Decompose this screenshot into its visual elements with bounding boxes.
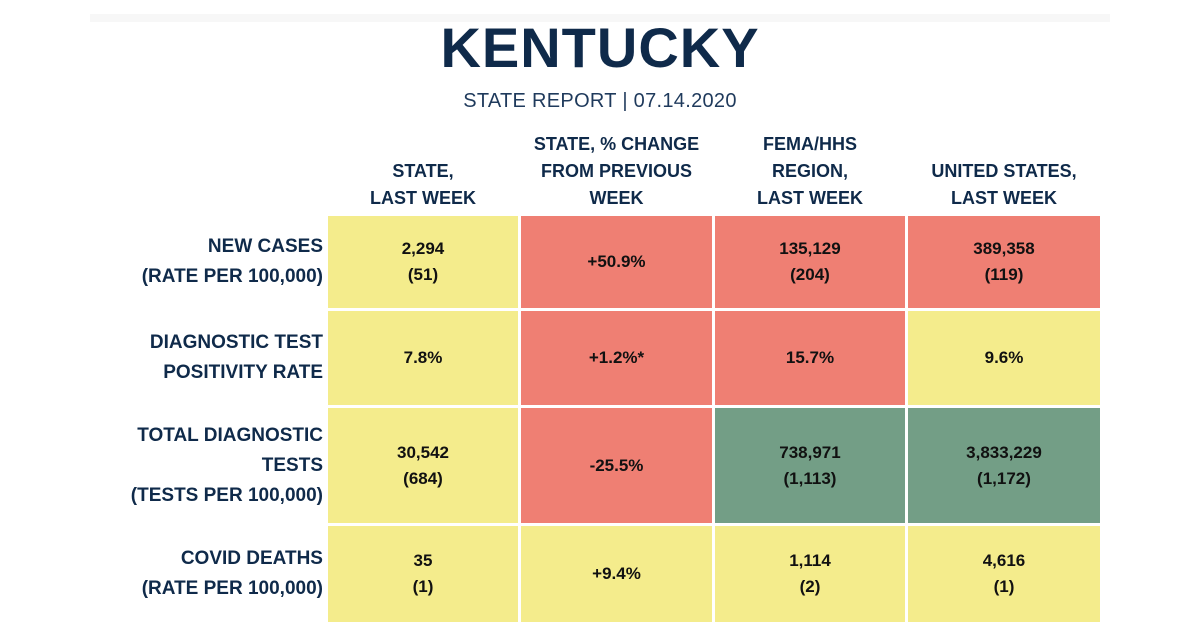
- cell-total-tests-us: 3,833,229 (1,172): [908, 408, 1100, 523]
- cell-total-tests-region: 738,971 (1,113): [715, 408, 905, 523]
- report-subtitle: STATE REPORT | 07.14.2020: [463, 90, 737, 112]
- cell-total-tests-change: -25.5%: [521, 408, 712, 523]
- header-strip: [90, 14, 1110, 22]
- cell-deaths-state: 35 (1): [328, 526, 518, 622]
- row-label-covid-deaths: COVID DEATHS (RATE PER 100,000): [141, 548, 323, 599]
- cell-positivity-state: 7.8%: [328, 311, 518, 405]
- cell-deaths-region: 1,114 (2): [715, 526, 905, 622]
- column-header-fema-region: FEMA/HHS REGION, LAST WEEK: [757, 134, 863, 208]
- column-header-united-states: UNITED STATES, LAST WEEK: [931, 161, 1077, 208]
- cell-positivity-change: +1.2%*: [521, 311, 712, 405]
- cell-deaths-us: 4,616 (1): [908, 526, 1100, 622]
- cell-deaths-change: +9.4%: [521, 526, 712, 622]
- cell-total-tests-state: 30,542 (684): [328, 408, 518, 523]
- row-label-positivity-rate: DIAGNOSTIC TEST POSITIVITY RATE: [149, 332, 323, 383]
- report-title: KENTUCKY: [440, 16, 760, 79]
- cell-new-cases-region: 135,129 (204): [715, 216, 905, 308]
- row-label-total-tests: TOTAL DIAGNOSTIC TESTS (TESTS PER 100,00…: [130, 424, 323, 506]
- row-label-new-cases: NEW CASES (RATE PER 100,000): [141, 236, 323, 287]
- cell-positivity-region: 15.7%: [715, 311, 905, 405]
- column-header-state-last-week: STATE, LAST WEEK: [370, 161, 476, 208]
- cell-new-cases-change: +50.9%: [521, 216, 712, 308]
- cell-new-cases-state: 2,294 (51): [328, 216, 518, 308]
- cell-new-cases-us: 389,358 (119): [908, 216, 1100, 308]
- column-header-state-percent-change: STATE, % CHANGE FROM PREVIOUS WEEK: [533, 134, 700, 208]
- cell-positivity-us: 9.6%: [908, 311, 1100, 405]
